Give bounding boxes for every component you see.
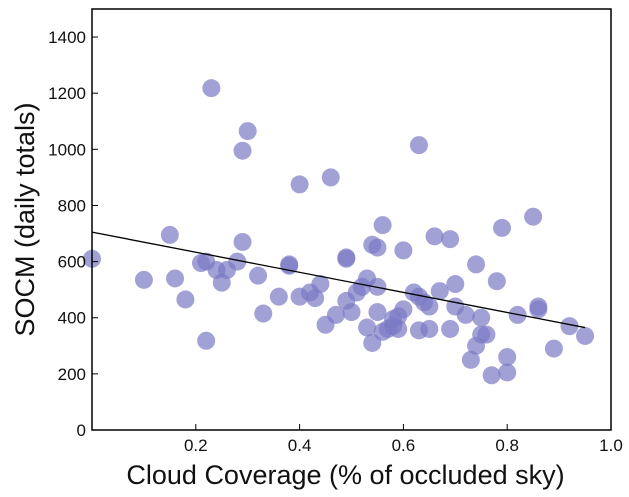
data-point [482,366,501,385]
data-point [493,218,512,237]
plot-frame [91,8,612,431]
data-point [373,216,392,235]
data-point [394,300,413,319]
data-point [498,363,517,382]
data-point [560,317,579,336]
data-point [472,308,491,327]
data-point [326,305,345,324]
y-axis-ticks: 0 200 400 600 800 1000 1200 1400 [48,28,98,440]
data-point [306,289,325,308]
data-point [337,249,356,268]
y-tick-label: 0 [77,421,86,440]
data-point [238,122,257,141]
data-point [134,270,153,289]
y-tick-label: 200 [58,365,86,384]
data-point [529,300,548,319]
data-point [254,304,273,323]
data-point [430,282,449,301]
data-point [176,290,195,309]
y-tick-label: 1400 [48,28,86,47]
data-points [83,79,595,385]
data-point [441,230,460,249]
data-point [233,141,252,160]
x-tick-label: 0.6 [392,436,416,455]
data-point [290,175,309,194]
data-point [368,303,387,322]
data-point [311,275,330,294]
x-axis-ticks: 0.2 0.4 0.6 0.8 1.0 [184,424,623,455]
data-point [446,275,465,294]
data-point [477,325,496,344]
data-point [441,319,460,338]
x-axis-label: Cloud Coverage (% of occluded sky) [126,460,564,490]
data-point [389,319,408,338]
data-point [409,136,428,155]
data-point [228,252,247,271]
y-tick-label: 600 [58,253,86,272]
data-point [249,266,268,285]
x-tick-label: 1.0 [599,436,623,455]
x-tick-label: 0.8 [495,436,519,455]
y-tick-label: 1200 [48,84,86,103]
data-point [269,287,288,306]
data-point [342,303,361,322]
data-point [467,255,486,274]
data-point [280,256,299,275]
data-point [420,319,439,338]
data-point [358,318,377,337]
data-point [461,350,480,369]
data-point [544,339,563,358]
data-point [420,297,439,316]
data-point [368,238,387,257]
y-tick-label: 1000 [48,140,86,159]
data-point [197,331,216,350]
y-tick-label: 800 [58,196,86,215]
x-tick-label: 0.2 [184,436,208,455]
x-tick-label: 0.4 [288,436,312,455]
data-point [576,326,595,345]
data-point [202,79,221,98]
data-point [524,207,543,226]
y-axis-label: SOCM (daily totals) [10,102,40,336]
data-point [498,348,517,367]
data-point [160,225,179,244]
y-tick-label: 400 [58,309,86,328]
data-point [425,227,444,246]
data-point [456,305,475,324]
data-point [233,232,252,251]
data-point [394,241,413,260]
data-point [487,272,506,291]
trend-line [91,231,586,329]
data-point [321,168,340,187]
data-point [166,269,185,288]
